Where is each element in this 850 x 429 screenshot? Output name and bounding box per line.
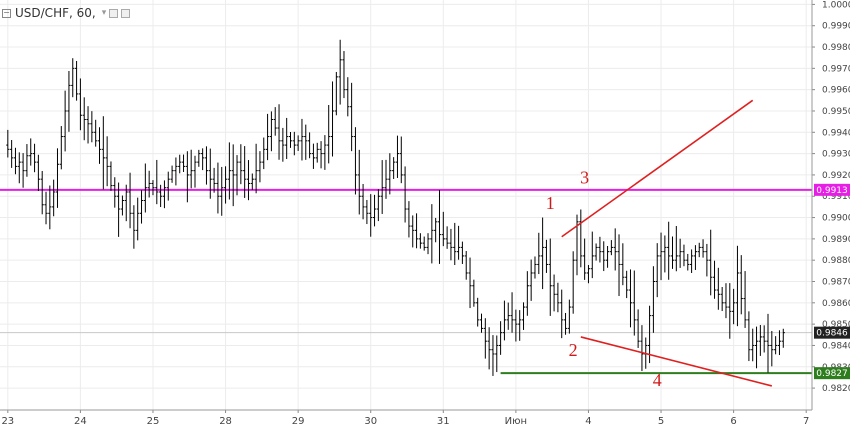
wave-label-4: 4 xyxy=(653,370,662,390)
time-tick-label: 25 xyxy=(147,416,160,427)
price-tag xyxy=(814,367,850,380)
trendline[interactable] xyxy=(561,99,754,238)
time-tick-label: 23 xyxy=(1,416,14,427)
price-tag xyxy=(814,183,850,196)
time-tick-label: 6 xyxy=(730,416,736,427)
trendlines[interactable] xyxy=(561,99,773,387)
wave-annotations: 1 2 3 4 xyxy=(546,167,662,389)
wave-label-1: 1 xyxy=(546,193,555,213)
price-tag-label: 0.9827 xyxy=(816,369,848,379)
hide-icon[interactable] xyxy=(121,8,131,18)
time-tick-label: 30 xyxy=(364,416,377,427)
time-tick-label: 4 xyxy=(585,416,591,427)
wave-label-2: 2 xyxy=(569,340,578,360)
time-tick-label: Июн xyxy=(505,416,527,427)
horizontal-levels xyxy=(0,188,812,375)
chevron-down-icon[interactable]: ▾ xyxy=(101,8,107,18)
price-tag-label: 0.9913 xyxy=(816,186,848,196)
symbol-legend: − USD/CHF, 60, ▾ xyxy=(2,6,131,20)
time-tick-label: 5 xyxy=(658,416,664,427)
collapse-toggle-icon[interactable]: − xyxy=(2,8,11,18)
symbol-label: USD/CHF, 60, xyxy=(15,6,96,20)
price-bars xyxy=(6,39,785,376)
settings-icon[interactable] xyxy=(109,8,119,18)
time-tick-label: 31 xyxy=(437,416,450,427)
wave-label-3: 3 xyxy=(580,167,589,187)
time-tick-label: 28 xyxy=(219,416,232,427)
price-tag xyxy=(814,326,850,339)
time-axis[interactable]: 23 24 25 28 29 30 31 Июн 4 5 6 7 xyxy=(0,409,812,427)
time-tick-label: 7 xyxy=(803,416,809,427)
chart-grid xyxy=(0,0,812,410)
trendline[interactable] xyxy=(580,336,773,387)
time-tick-label: 29 xyxy=(292,416,305,427)
price-tag-label: 0.9846 xyxy=(816,329,848,339)
time-tick-label: 24 xyxy=(74,416,87,427)
